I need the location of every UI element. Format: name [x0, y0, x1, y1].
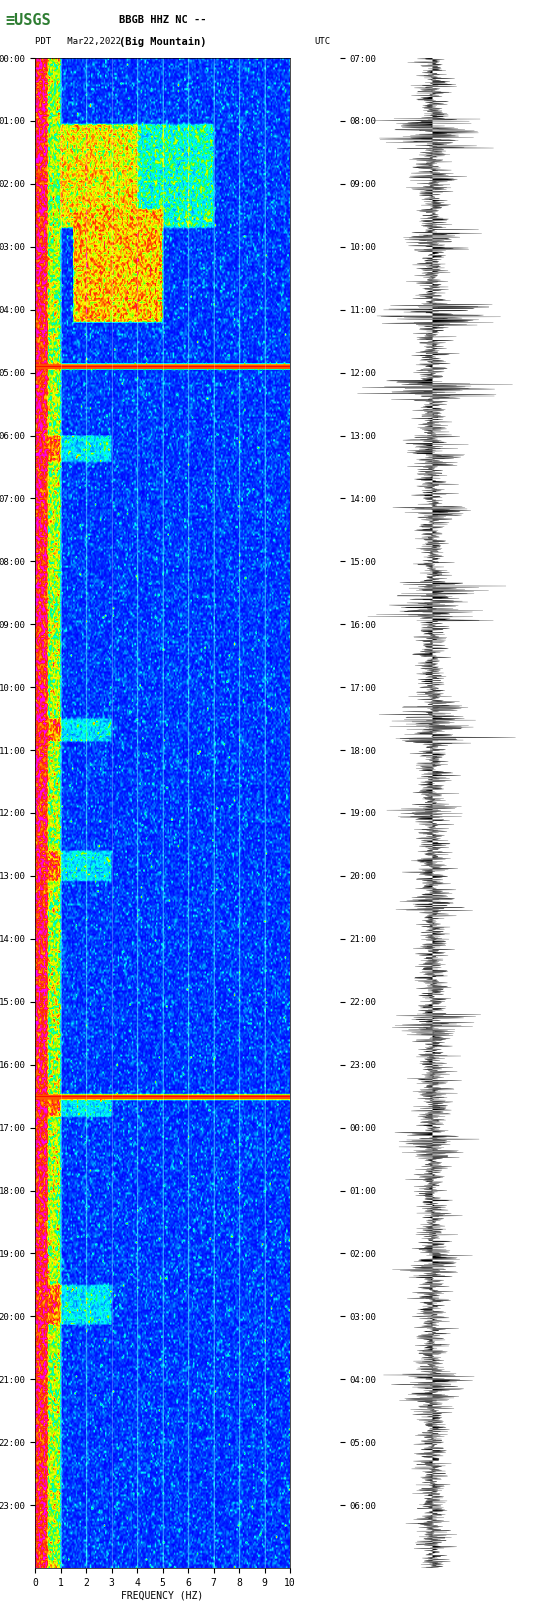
Text: UTC: UTC	[315, 37, 331, 47]
X-axis label: FREQUENCY (HZ): FREQUENCY (HZ)	[121, 1590, 204, 1600]
Text: BBGB HHZ NC --: BBGB HHZ NC --	[119, 15, 206, 26]
Text: (Big Mountain): (Big Mountain)	[119, 37, 206, 47]
Text: PDT   Mar22,2022: PDT Mar22,2022	[35, 37, 121, 47]
Text: ≡USGS: ≡USGS	[6, 13, 51, 27]
